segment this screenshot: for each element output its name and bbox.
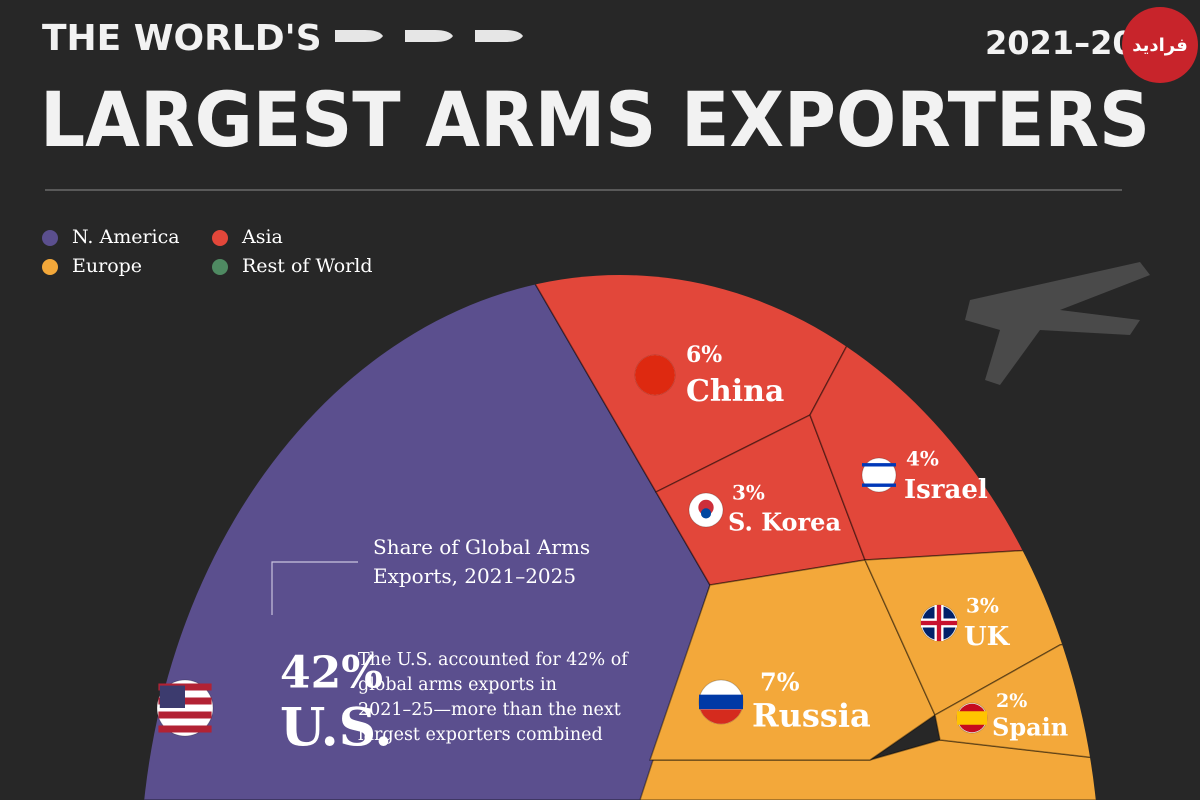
- flag-band: [957, 711, 987, 725]
- category-label: Israel: [904, 475, 988, 505]
- bullets: [335, 30, 523, 42]
- value-label: 4%: [906, 447, 939, 471]
- flag-band: [862, 483, 896, 487]
- flag-cross: [936, 605, 942, 641]
- annotation-line: [271, 561, 358, 615]
- flag: [861, 457, 897, 493]
- flag: [920, 604, 958, 642]
- annotation-line: Share of Global Arms: [373, 535, 590, 559]
- flag: [698, 679, 744, 725]
- category-label: U.S.: [280, 698, 392, 759]
- legend-swatch: [212, 259, 228, 275]
- flag: [634, 354, 676, 396]
- value-label: 7%: [760, 668, 800, 697]
- flag-canton: [159, 685, 185, 708]
- cell: [934, 619, 1100, 771]
- legend-swatch: [212, 230, 228, 246]
- watermark: فرادید: [1132, 35, 1188, 56]
- category-label: S. Korea: [728, 508, 841, 537]
- flag-band: [862, 463, 896, 467]
- period: 2021–20: [985, 24, 1135, 62]
- subtitle: LARGEST ARMS EXPORTERS: [40, 75, 1150, 164]
- legend-swatch: [42, 230, 58, 246]
- flag-field: [635, 355, 675, 395]
- note-line: largest exporters combined: [358, 725, 603, 745]
- flag: [156, 679, 214, 737]
- legend-label: Asia: [241, 226, 283, 248]
- value-label: 3%: [966, 594, 999, 618]
- cell: [863, 539, 1100, 717]
- labels: 42%U.S. 6% China 3% S. Korea 4% Israel 7%Russia…: [156, 342, 1068, 759]
- flag: [956, 702, 988, 734]
- jet-silhouette: [965, 262, 1150, 385]
- note: The U.S. accounted for 42% of global arms…: [358, 650, 629, 745]
- note-line: 2021–25—more than the next: [358, 700, 621, 720]
- flag-band: [700, 709, 742, 724]
- note-line: global arms exports in: [358, 675, 557, 695]
- category-label: UK: [964, 622, 1011, 652]
- legend-label: N. America: [72, 226, 180, 248]
- legend-label: Rest of World: [242, 255, 373, 277]
- category-label: Spain: [992, 713, 1068, 742]
- legend-label: Europe: [72, 255, 142, 277]
- flag-yang: [700, 508, 712, 519]
- annotation: Share of Global Arms Exports, 2021–2025: [373, 535, 590, 588]
- flag-stripe: [158, 711, 212, 719]
- value-label: 42%: [280, 648, 383, 699]
- legend-swatch: [42, 259, 58, 275]
- note-line: The U.S. accounted for 42% of: [358, 650, 629, 670]
- flag-stripe: [158, 725, 212, 733]
- watermark-badge: [1122, 7, 1198, 83]
- value-label: 2%: [996, 690, 1027, 712]
- title: THE WORLD'S: [42, 18, 322, 59]
- flag: [688, 492, 724, 528]
- flag-band: [699, 694, 743, 710]
- category-label: China: [686, 374, 784, 409]
- category-label: Russia: [752, 697, 871, 735]
- annotation-line: Exports, 2021–2025: [373, 564, 576, 588]
- value-label: 3%: [732, 481, 765, 505]
- value-label: 6%: [686, 342, 722, 368]
